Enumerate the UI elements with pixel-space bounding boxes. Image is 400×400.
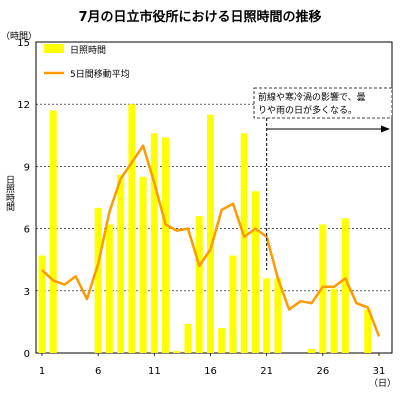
sunshine-bar xyxy=(330,288,338,353)
line-series xyxy=(41,144,381,337)
sunshine-bar xyxy=(94,207,102,353)
annotation-box xyxy=(253,87,393,119)
y-axis-title: 日照時間 xyxy=(4,175,15,212)
x-unit-label: （日） xyxy=(369,378,396,389)
x-tick-label: 21 xyxy=(260,366,273,377)
sunshine-bar xyxy=(184,323,192,353)
sunshine-bar xyxy=(364,309,372,353)
x-tick-label: 1 xyxy=(39,366,45,377)
y-tick-labels: 0 3 6 9 12 15 xyxy=(17,38,30,360)
y-tick-label: 0 xyxy=(24,349,30,360)
y-tick-label: 9 xyxy=(24,162,30,173)
sunshine-bar xyxy=(218,328,226,353)
sunshine-bar xyxy=(207,114,214,353)
sunshine-bar xyxy=(105,224,113,353)
y-unit-label: （時間） xyxy=(1,31,37,42)
sunshine-bar xyxy=(263,278,271,353)
sunshine-bar xyxy=(49,110,57,353)
x-tick-labels: 1 6 11 16 21 26 31 xyxy=(39,353,386,377)
annotation-arrowhead xyxy=(381,125,390,133)
annotation-line-2: りや雨の日が多くなる。 xyxy=(258,104,357,116)
sunshine-bar xyxy=(274,278,282,353)
y-tick-label: 12 xyxy=(17,100,30,111)
x-tick-label: 31 xyxy=(373,366,386,377)
sunshine-bar xyxy=(173,350,181,353)
x-tick-label: 16 xyxy=(204,366,217,377)
chart-title: 7月の日立市役所における日照時間の推移 xyxy=(78,9,321,25)
sunshine-bar xyxy=(240,133,248,353)
x-tick-label: 11 xyxy=(148,366,161,377)
legend: 日照時間 5日間移動平均 xyxy=(44,44,130,80)
sunshine-bar xyxy=(38,255,46,353)
sunshine-bar xyxy=(150,133,158,353)
y-tick-label: 15 xyxy=(17,38,30,49)
legend-line-label: 5日間移動平均 xyxy=(70,68,130,80)
sunshine-bar xyxy=(195,216,203,353)
sunshine-bar xyxy=(117,174,125,353)
y-tick-label: 6 xyxy=(24,225,30,236)
sunshine-bar xyxy=(128,104,136,353)
sunshine-bar xyxy=(162,137,170,353)
x-tick-label: 6 xyxy=(95,366,101,377)
sunshine-bar xyxy=(139,176,147,353)
y-tick-label: 3 xyxy=(24,287,30,298)
sunshine-bar xyxy=(229,255,237,353)
sunshine-bar xyxy=(308,348,316,353)
annotation-line-1: 前線や寒冷渦の影響で、曇 xyxy=(258,91,366,103)
x-tick-label: 26 xyxy=(316,366,329,377)
moving-average-line xyxy=(41,144,381,337)
sunshine-bar xyxy=(341,218,349,353)
legend-bar-label: 日照時間 xyxy=(70,45,106,56)
annotation: 前線や寒冷渦の影響で、曇 りや雨の日が多くなる。 xyxy=(253,87,393,270)
sunshine-bar xyxy=(251,191,259,353)
legend-bar-swatch xyxy=(44,44,64,53)
